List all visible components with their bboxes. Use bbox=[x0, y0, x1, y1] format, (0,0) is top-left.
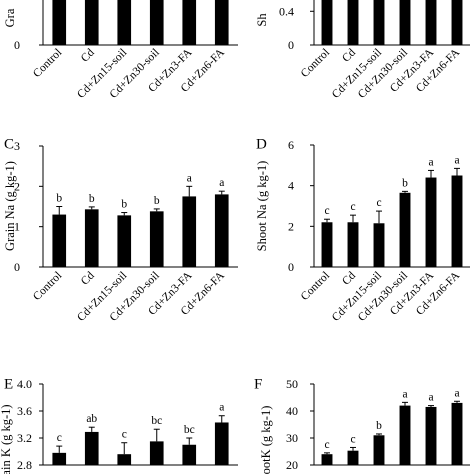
bar-5-2 bbox=[84, 431, 99, 465]
y-axis-title-5: ain K (g kg-1) bbox=[0, 404, 13, 474]
y-tick-label-3-4: 3 bbox=[14, 139, 20, 153]
panel-label-E: E bbox=[4, 377, 13, 393]
y-tick-label-4-3: 4 bbox=[288, 179, 294, 193]
category-label-4-1: Control bbox=[299, 270, 332, 303]
significance-letter-3-3: b bbox=[121, 199, 127, 211]
bar-3-4 bbox=[149, 211, 164, 267]
y-axis-title-1: Gra bbox=[3, 8, 17, 27]
bar-1-2 bbox=[84, 0, 99, 45]
bar-2-5 bbox=[425, 0, 437, 45]
y-tick-label-4-4: 6 bbox=[288, 138, 294, 152]
y-axis-title-6: ootK (g kg-1) bbox=[259, 406, 273, 474]
bar-6-1 bbox=[321, 454, 333, 465]
significance-letter-6-6: a bbox=[454, 387, 459, 399]
bar-3-2 bbox=[84, 209, 99, 267]
category-label-2-2: Cd bbox=[340, 46, 358, 64]
bar-2-6 bbox=[451, 0, 463, 45]
y-tick-label-1-1: 0 bbox=[14, 38, 20, 52]
significance-letter-6-4: a bbox=[402, 388, 407, 400]
bar-5-6 bbox=[214, 422, 229, 465]
y-axis-title-2: Sh bbox=[255, 13, 269, 27]
panel-label-D: D bbox=[256, 137, 267, 153]
significance-letter-5-6: a bbox=[219, 402, 224, 414]
significance-letter-6-5: a bbox=[428, 392, 433, 404]
bar-5-1 bbox=[52, 452, 67, 465]
bar-1-3 bbox=[117, 0, 132, 45]
significance-letter-4-3: c bbox=[376, 197, 381, 209]
significance-letter-4-2: c bbox=[350, 201, 355, 213]
bar-6-4 bbox=[399, 405, 411, 465]
bar-5-5 bbox=[182, 444, 197, 465]
y-axis-title-4: Shoot Na (g kg-1) bbox=[255, 161, 269, 252]
significance-letter-3-5: a bbox=[187, 172, 192, 184]
y-tick-label-6-2: 30 bbox=[286, 431, 298, 445]
category-label-1-1: Control bbox=[31, 47, 64, 80]
bar-1-5 bbox=[182, 0, 197, 45]
y-tick-label-4-2: 2 bbox=[288, 219, 294, 233]
y-tick-label-6-3: 40 bbox=[286, 404, 298, 418]
y-tick-label-5-1: 2.8 bbox=[17, 458, 32, 472]
y-tick-label-6-1: 20 bbox=[286, 458, 298, 472]
bar-6-6 bbox=[451, 402, 463, 465]
y-tick-label-3-3: 2 bbox=[14, 179, 20, 193]
significance-letter-5-2: ab bbox=[86, 413, 97, 425]
bar-4-3 bbox=[373, 223, 385, 267]
bar-1-6 bbox=[214, 0, 229, 45]
category-label-1-2: Cd bbox=[79, 46, 97, 64]
bar-3-6 bbox=[214, 194, 229, 267]
bar-2-3 bbox=[373, 0, 385, 45]
y-tick-label-3-2: 1 bbox=[14, 220, 20, 234]
significance-letter-5-4: bc bbox=[151, 415, 162, 427]
bar-1-4 bbox=[149, 0, 164, 45]
bar-3-3 bbox=[117, 215, 132, 267]
significance-letter-3-6: a bbox=[219, 177, 224, 189]
category-label-3-1: Control bbox=[31, 270, 64, 303]
y-tick-label-4-1: 0 bbox=[288, 260, 294, 274]
bar-4-5 bbox=[425, 177, 437, 267]
significance-letter-5-1: c bbox=[57, 432, 62, 444]
significance-letter-3-4: b bbox=[154, 195, 160, 207]
y-tick-label-5-2: 3.2 bbox=[17, 431, 32, 445]
bar-1-1 bbox=[52, 0, 67, 45]
significance-letter-3-1: b bbox=[56, 193, 62, 205]
bar-4-1 bbox=[321, 222, 333, 267]
panel-label-C: C bbox=[4, 137, 14, 153]
y-tick-label-5-4: 4.0 bbox=[17, 377, 32, 391]
significance-letter-4-6: a bbox=[454, 154, 459, 166]
y-axis-title-3: Grain Na (g kg-1) bbox=[3, 161, 17, 251]
y-tick-label-2-2: 0.4 bbox=[279, 4, 294, 18]
bar-3-1 bbox=[52, 214, 67, 267]
bar-3-5 bbox=[182, 196, 197, 267]
significance-letter-4-4: b bbox=[402, 177, 408, 189]
significance-letter-6-3: b bbox=[376, 420, 382, 432]
bar-6-3 bbox=[373, 435, 385, 465]
bar-4-6 bbox=[451, 175, 463, 267]
bar-6-5 bbox=[425, 406, 437, 465]
y-tick-label-5-3: 3.6 bbox=[17, 404, 32, 418]
bar-5-3 bbox=[117, 454, 132, 465]
bar-2-4 bbox=[399, 0, 411, 45]
bar-2-2 bbox=[347, 0, 359, 45]
bar-5-4 bbox=[149, 441, 164, 465]
bar-4-2 bbox=[347, 222, 359, 267]
y-tick-label-6-4: 50 bbox=[286, 377, 298, 391]
bar-6-2 bbox=[347, 450, 359, 465]
significance-letter-6-2: c bbox=[350, 433, 355, 445]
significance-letter-6-1: c bbox=[324, 439, 329, 451]
significance-letter-5-3: c bbox=[122, 429, 127, 441]
significance-letter-3-2: b bbox=[89, 193, 95, 205]
significance-letter-4-1: c bbox=[324, 205, 329, 217]
category-label-3-2: Cd bbox=[79, 269, 97, 287]
y-tick-label-3-1: 0 bbox=[14, 260, 20, 274]
significance-letter-5-5: bc bbox=[184, 424, 195, 436]
bar-4-4 bbox=[399, 192, 411, 267]
panel-label-F: F bbox=[254, 377, 262, 393]
category-label-2-1: Control bbox=[299, 47, 332, 80]
y-tick-label-2-1: 0 bbox=[288, 38, 294, 52]
significance-letter-4-5: a bbox=[428, 156, 433, 168]
category-label-4-2: Cd bbox=[340, 269, 358, 287]
bar-2-1 bbox=[321, 0, 333, 45]
